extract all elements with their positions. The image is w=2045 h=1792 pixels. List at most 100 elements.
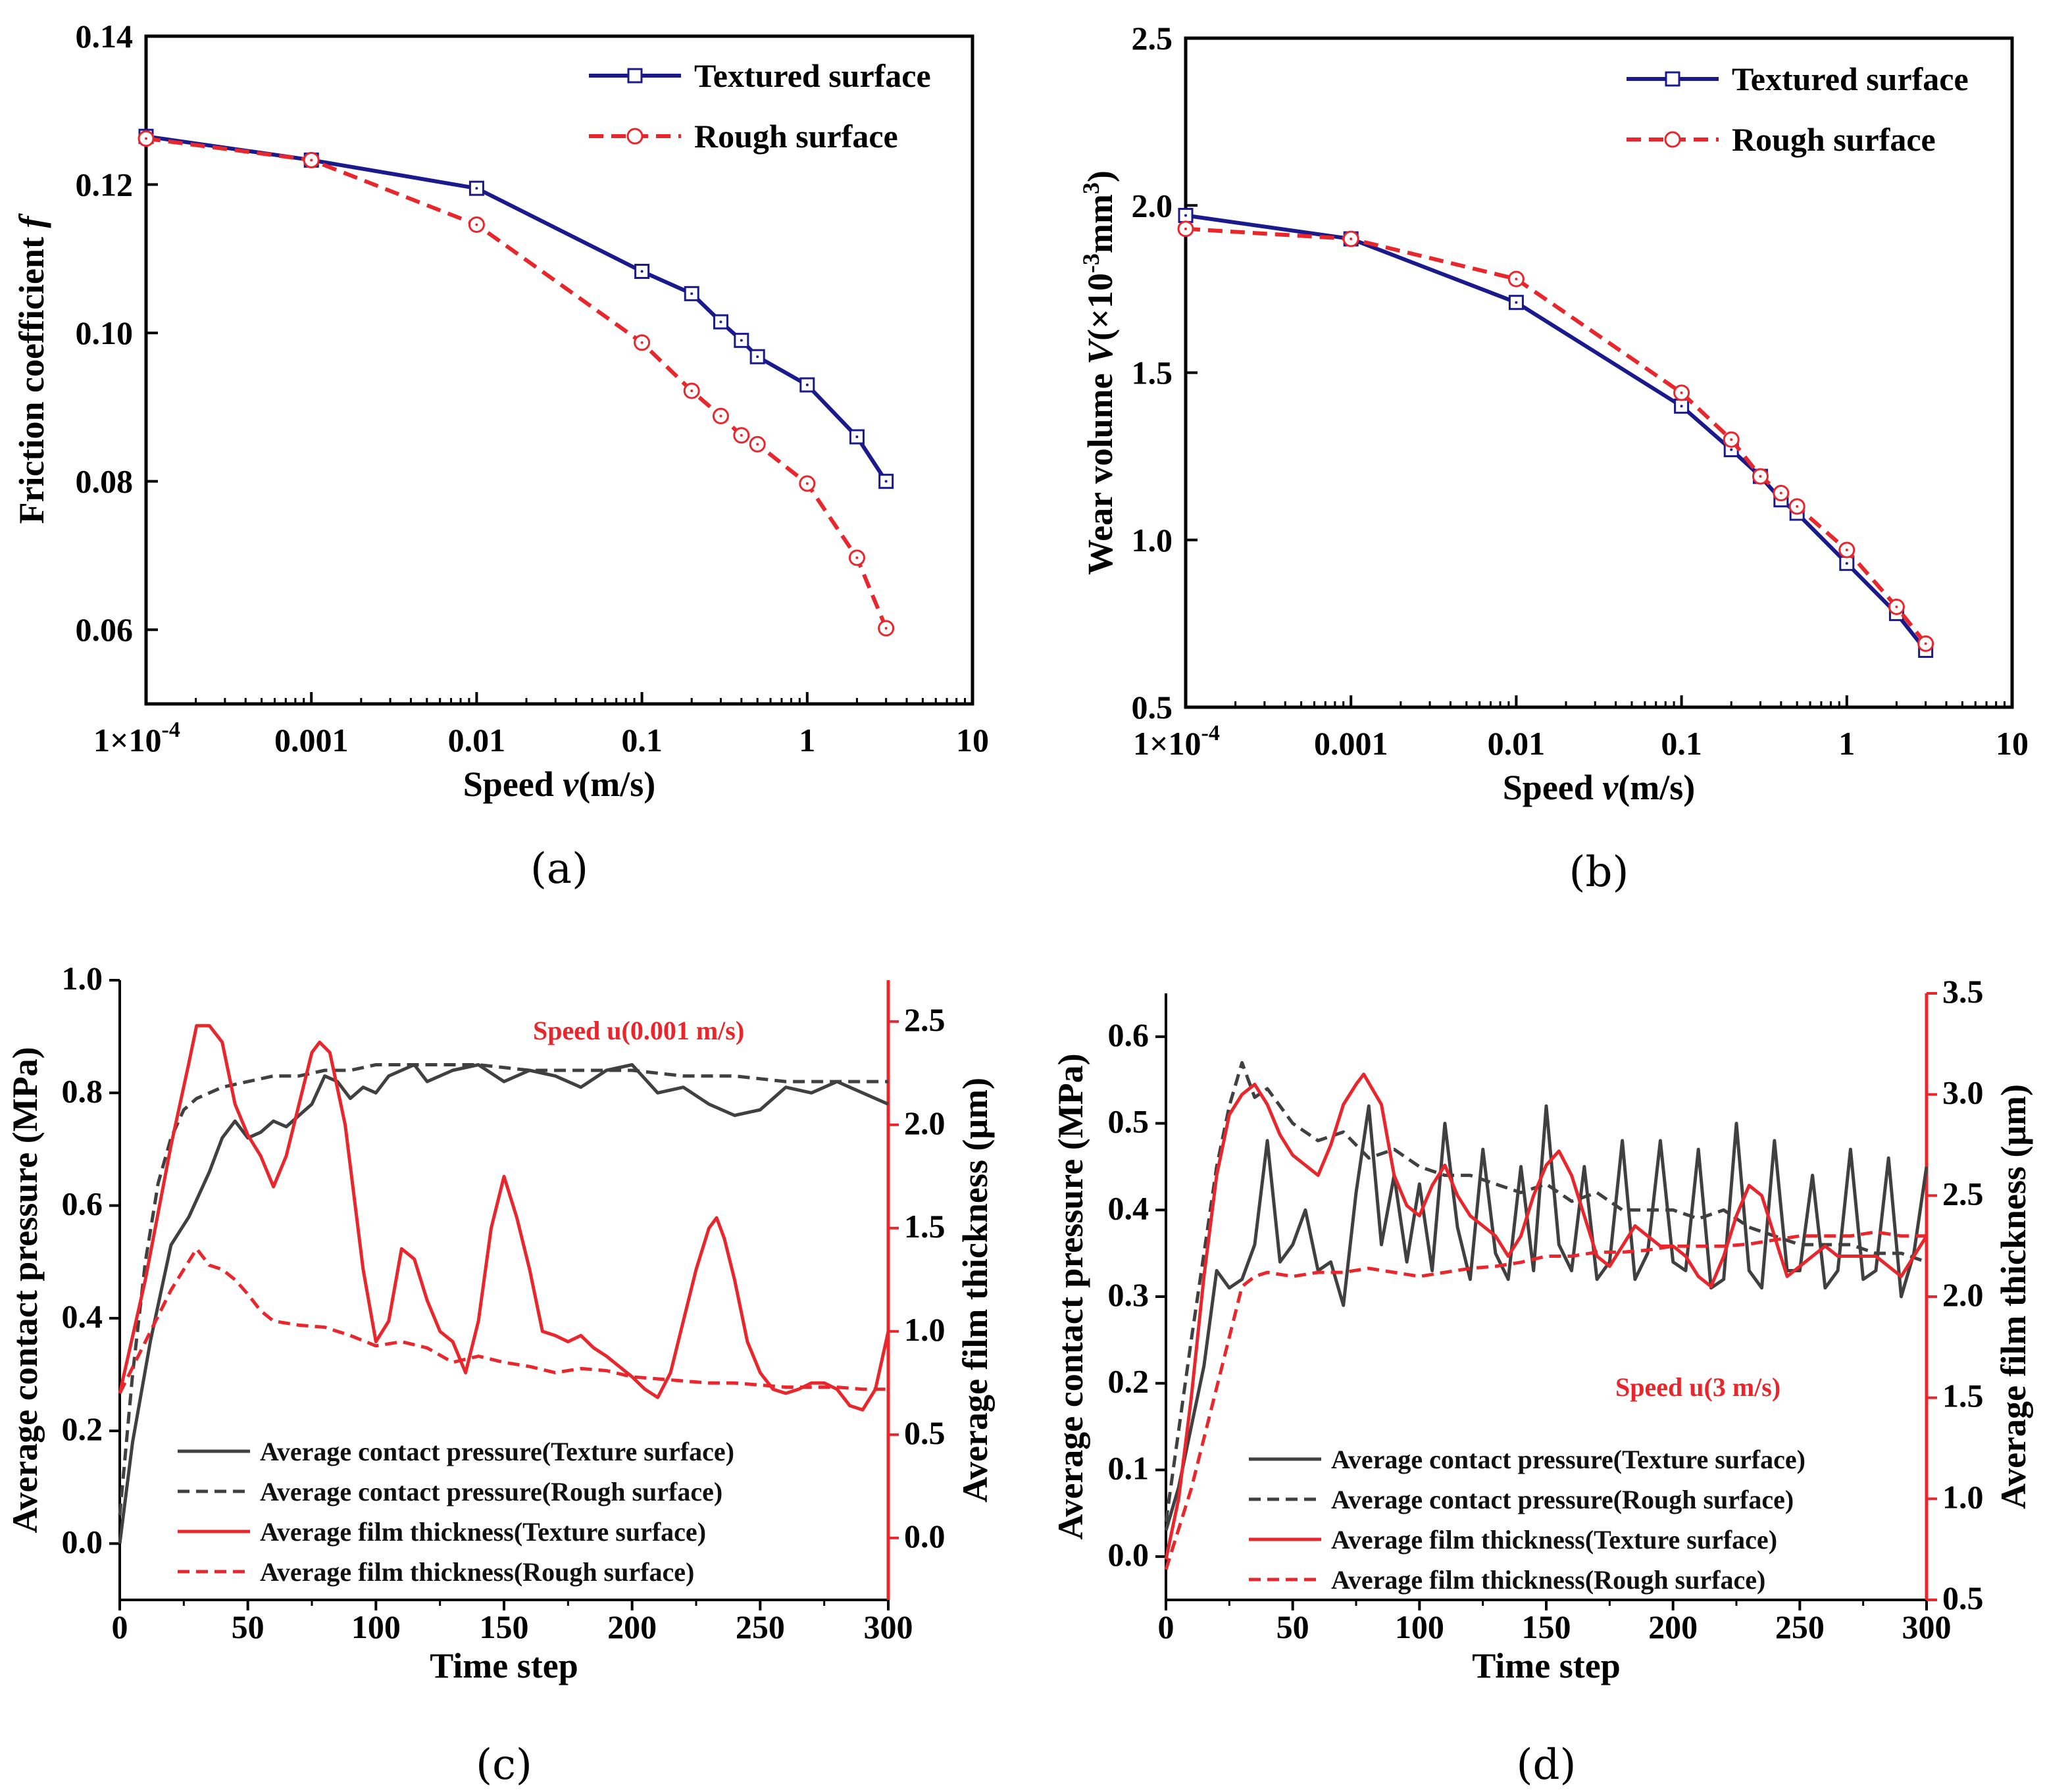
panel-a: 1×10-4 0.001 0.01 0.1 1 10 0.06 0.08 0.10 0.12 0.1… <box>12 18 989 893</box>
x-tick-label: 1 <box>1838 725 1855 762</box>
panel-b: 1×10-4 0.001 0.01 0.1 1 10 0.5 1.0 1.5 2.0 2.5 Spee… <box>1078 20 2029 897</box>
panel-label: (b) <box>1569 848 1629 897</box>
y-tick-label: 0.08 <box>76 463 134 500</box>
series-line-1 <box>1164 1060 1927 1522</box>
x-axis-label: Time step <box>430 1646 578 1685</box>
data-point-center <box>740 434 743 437</box>
data-point-center <box>756 355 759 359</box>
series-line-3 <box>118 1247 888 1395</box>
x-tick-label: 250 <box>736 1608 785 1645</box>
data-point-center <box>1845 549 1848 552</box>
y-axis-label-part: ) <box>1080 170 1120 182</box>
legend-label: Average film thickness(Texture surface) <box>260 1517 706 1547</box>
x-tick-label: 100 <box>1395 1608 1444 1645</box>
data-point-center <box>884 480 888 483</box>
data-point-center <box>1350 237 1353 241</box>
data-point-center <box>1184 227 1187 230</box>
data-point-center <box>1184 214 1187 217</box>
data-point-center <box>690 292 694 295</box>
x-tick-label: 10 <box>1996 725 2029 762</box>
x-tick-label: 0.001 <box>1314 725 1388 762</box>
speed-annotation: Speed u(0.001 m/s) <box>533 1016 744 1045</box>
y-tick-label-left: 0.0 <box>62 1523 103 1560</box>
data-point-center <box>1515 278 1518 281</box>
y-tick-label: 1.0 <box>1132 522 1173 559</box>
x-axis-label: Time step <box>1472 1646 1621 1685</box>
panel-c: 0 50 100 150 200 250 300 0.0 0.2 0.4 0.6 0.8 1.0 0.0 0… <box>5 960 995 1789</box>
y-tick-label-right: 2.5 <box>904 1001 946 1038</box>
y-axis-label-part: mm <box>1080 194 1120 253</box>
y-tick-label-left: 0.2 <box>1108 1363 1149 1400</box>
y-tick-label-right: 3.0 <box>1942 1074 1984 1111</box>
legend-label: Average contact pressure(Rough surface) <box>1331 1485 1794 1514</box>
y-tick-label: 2.5 <box>1132 20 1173 57</box>
y-tick-label: 0.06 <box>76 611 134 648</box>
legend-marker-circle <box>1664 131 1681 148</box>
panel-d: 0 50 100 150 200 250 300 0.0 0.1 0.2 0.3 0.4 0.5 0.6 0… <box>1051 973 2033 1789</box>
legend-marker-square <box>627 68 643 84</box>
series-line-rough <box>1185 226 1928 645</box>
legend-label: Average film thickness(Texture surface) <box>1331 1525 1777 1555</box>
data-point-center <box>640 270 644 273</box>
data-point-center <box>855 436 859 438</box>
data-point-center <box>740 339 743 342</box>
x-tick-label: 150 <box>1522 1608 1571 1645</box>
data-point-center <box>1515 301 1518 304</box>
data-point-center <box>1730 438 1733 441</box>
y-tick-label-left: 0.2 <box>62 1410 103 1447</box>
series-line-1 <box>118 1063 888 1516</box>
x-tick-label: 1×10-4 <box>1133 721 1220 762</box>
y-tick-label: 0.5 <box>1132 689 1173 726</box>
y-tick-label-left: 1.0 <box>62 960 103 997</box>
y-tick-label-left: 0.6 <box>1108 1016 1149 1053</box>
legend-marker-square <box>1665 71 1680 87</box>
x-axis-label-part: (m/s) <box>578 764 655 804</box>
y-tick-label-right: 2.0 <box>904 1105 946 1141</box>
series-line-0 <box>1164 1104 1929 1531</box>
data-point-center <box>719 414 722 418</box>
y-tick-label: 0.10 <box>76 314 134 351</box>
data-point-center <box>690 389 694 393</box>
data-point-center <box>1680 405 1683 408</box>
x-tick-label: 0.001 <box>274 722 349 759</box>
y-axis-label-left: Average contact pressure (MPa) <box>1051 1053 1090 1539</box>
x-tick-label: 0.01 <box>1488 725 1546 762</box>
data-point-center <box>1845 562 1848 565</box>
x-tick-label: 300 <box>864 1608 913 1645</box>
y-tick-label-left: 0.4 <box>62 1298 103 1335</box>
legend-label: Rough surface <box>1732 121 1936 158</box>
x-tick-label: 1 <box>799 722 815 759</box>
y-tick-label-left: 0.3 <box>1108 1276 1149 1313</box>
x-tick-label: 0.1 <box>621 722 663 759</box>
legend-label: Average contact pressure(Rough surface) <box>260 1477 722 1506</box>
x-tick-label: 50 <box>1276 1608 1309 1645</box>
x-axis-label-part: (m/s) <box>1618 768 1695 807</box>
y-tick-label-left: 0.8 <box>62 1072 103 1109</box>
series-line-0 <box>118 1063 890 1544</box>
y-tick-label: 0.14 <box>76 18 134 55</box>
y-tick-label-left: 0.0 <box>1108 1536 1149 1573</box>
legend-label: Textured surface <box>1732 61 1969 97</box>
x-tick-label: 50 <box>232 1608 265 1645</box>
y-axis-label-right: Average film thickness (μm) <box>1994 1084 2033 1509</box>
series-line-textured <box>1185 213 1928 652</box>
data-point-center <box>1779 491 1782 495</box>
y-tick-label-left: 0.1 <box>1108 1449 1149 1486</box>
y-tick-label-right: 2.0 <box>1942 1276 1984 1313</box>
y-tick-label-right: 0.0 <box>904 1518 946 1555</box>
data-point-center <box>1895 605 1898 609</box>
data-point-center <box>756 443 759 446</box>
x-axis-label-part: v <box>1602 768 1619 807</box>
y-tick-label-left: 0.6 <box>62 1185 103 1222</box>
panel-label: (a) <box>530 845 588 893</box>
legend-label: Average contact pressure(Texture surface… <box>1331 1445 1805 1474</box>
x-tick-label: 0 <box>1158 1608 1174 1645</box>
x-tick-label: 10 <box>956 722 989 759</box>
y-axis-label-left: Average contact pressure (MPa) <box>5 1047 45 1533</box>
x-axis-label-part: Speed <box>463 764 563 804</box>
series-line-2 <box>1164 1072 1929 1560</box>
legend-label: Rough surface <box>694 118 898 155</box>
plot-frame <box>144 34 974 706</box>
x-tick-label-base: 1×10 <box>93 722 162 759</box>
